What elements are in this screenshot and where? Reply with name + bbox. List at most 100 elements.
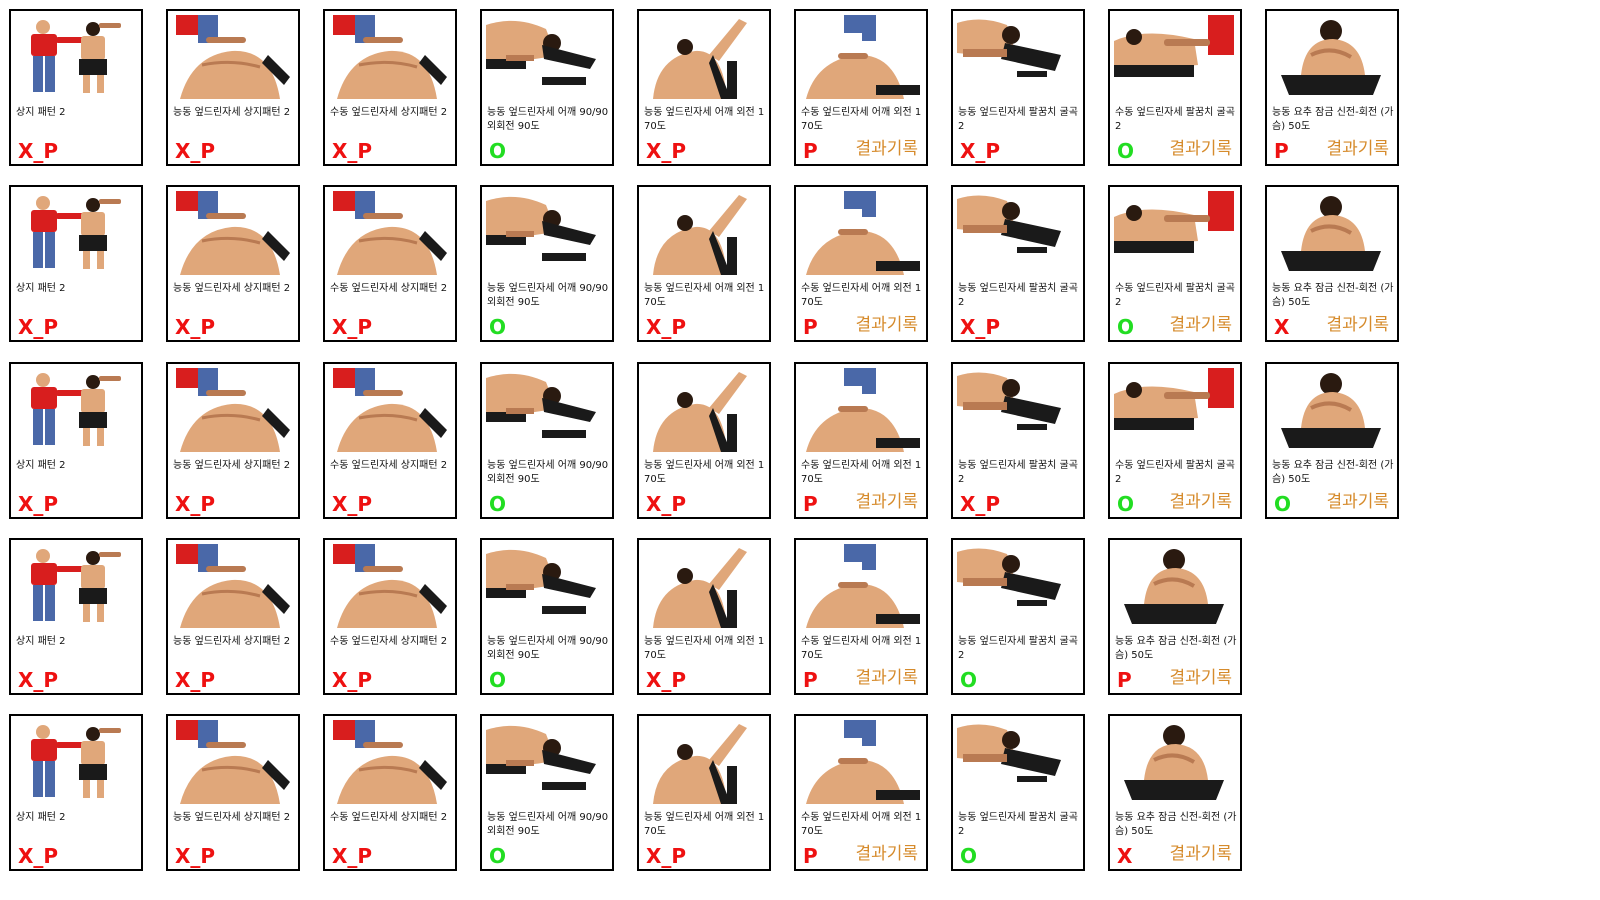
result-mark: P bbox=[803, 668, 818, 692]
exercise-card-r2-c6[interactable]: 수동 엎드린자세 어깨 외전 170도 P 결과기록 bbox=[794, 185, 928, 342]
exercise-photo bbox=[172, 720, 292, 804]
result-mark: X_P bbox=[332, 844, 373, 868]
exercise-card-r1-c6[interactable]: 수동 엎드린자세 어깨 외전 170도 P 결과기록 bbox=[794, 9, 928, 166]
exercise-photo bbox=[800, 15, 920, 99]
exercise-card-r5-c5[interactable]: 능동 엎드린자세 어깨 외전 170도 X_P bbox=[637, 714, 771, 871]
record-result-link[interactable]: 결과기록 bbox=[855, 844, 918, 864]
record-result-link[interactable]: 결과기록 bbox=[1326, 492, 1389, 512]
result-mark: X_P bbox=[646, 492, 687, 516]
exercise-photo bbox=[800, 368, 920, 452]
exercise-caption: 능동 엎드린자세 팔꿈치 굴곡2 bbox=[958, 107, 1078, 132]
exercise-card-r3-c8[interactable]: 수동 엎드린자세 팔꿈치 굴곡2 O 결과기록 bbox=[1108, 362, 1242, 519]
exercise-card-r3-c7[interactable]: 능동 엎드린자세 팔꿈치 굴곡2 X_P bbox=[951, 362, 1085, 519]
exercise-caption: 능동 엎드린자세 어깨 90/90 외회전 90도 bbox=[487, 283, 609, 308]
exercise-card-r1-c2[interactable]: 능동 엎드린자세 상지패턴 2 X_P bbox=[166, 9, 300, 166]
exercise-card-r4-c1[interactable]: 상지 패턴 2 X_P bbox=[9, 538, 143, 695]
exercise-card-r5-c4[interactable]: 능동 엎드린자세 어깨 90/90 외회전 90도 O bbox=[480, 714, 614, 871]
exercise-card-r2-c8[interactable]: 수동 엎드린자세 팔꿈치 굴곡2 O 결과기록 bbox=[1108, 185, 1242, 342]
exercise-card-r1-c7[interactable]: 능동 엎드린자세 팔꿈치 굴곡2 X_P bbox=[951, 9, 1085, 166]
exercise-card-r4-c2[interactable]: 능동 엎드린자세 상지패턴 2 X_P bbox=[166, 538, 300, 695]
exercise-card-r3-c9[interactable]: 능동 요추 잠금 신전-회전 (가슴) 50도 O 결과기록 bbox=[1265, 362, 1399, 519]
exercise-card-r5-c7[interactable]: 능동 엎드린자세 팔꿈치 굴곡2 O bbox=[951, 714, 1085, 871]
exercise-card-r2-c3[interactable]: 수동 엎드린자세 상지패턴 2 X_P bbox=[323, 185, 457, 342]
record-result-link[interactable]: 결과기록 bbox=[855, 668, 918, 688]
exercise-card-r3-c1[interactable]: 상지 패턴 2 X_P bbox=[9, 362, 143, 519]
record-result-link[interactable]: 결과기록 bbox=[1169, 844, 1232, 864]
exercise-caption: 상지 패턴 2 bbox=[16, 107, 66, 118]
result-mark: X_P bbox=[646, 844, 687, 868]
result-mark: X_P bbox=[332, 139, 373, 163]
exercise-photo bbox=[329, 368, 449, 452]
exercise-card-r1-c8[interactable]: 수동 엎드린자세 팔꿈치 굴곡2 O 결과기록 bbox=[1108, 9, 1242, 166]
exercise-photo bbox=[1271, 191, 1391, 275]
result-mark: P bbox=[1117, 668, 1132, 692]
exercise-card-r1-c4[interactable]: 능동 엎드린자세 어깨 90/90 외회전 90도 O bbox=[480, 9, 614, 166]
result-mark: X_P bbox=[18, 668, 59, 692]
exercise-card-r3-c5[interactable]: 능동 엎드린자세 어깨 외전 170도 X_P bbox=[637, 362, 771, 519]
exercise-card-r5-c3[interactable]: 수동 엎드린자세 상지패턴 2 X_P bbox=[323, 714, 457, 871]
exercise-photo bbox=[486, 368, 606, 452]
exercise-photo bbox=[15, 191, 135, 275]
exercise-caption: 수동 엎드린자세 상지패턴 2 bbox=[330, 812, 448, 823]
exercise-card-r3-c4[interactable]: 능동 엎드린자세 어깨 90/90 외회전 90도 O bbox=[480, 362, 614, 519]
exercise-card-r2-c2[interactable]: 능동 엎드린자세 상지패턴 2 X_P bbox=[166, 185, 300, 342]
exercise-caption: 능동 엎드린자세 상지패턴 2 bbox=[173, 460, 291, 471]
exercise-card-r1-c9[interactable]: 능동 요추 잠금 신전-회전 (가슴) 50도 P 결과기록 bbox=[1265, 9, 1399, 166]
result-mark: X_P bbox=[18, 315, 59, 339]
record-result-link[interactable]: 결과기록 bbox=[1169, 139, 1232, 159]
exercise-card-r5-c1[interactable]: 상지 패턴 2 X_P bbox=[9, 714, 143, 871]
exercise-photo bbox=[172, 368, 292, 452]
exercise-card-r2-c1[interactable]: 상지 패턴 2 X_P bbox=[9, 185, 143, 342]
record-result-link[interactable]: 결과기록 bbox=[1169, 492, 1232, 512]
exercise-photo bbox=[800, 191, 920, 275]
result-mark: X_P bbox=[332, 492, 373, 516]
exercise-card-r2-c9[interactable]: 능동 요추 잠금 신전-회전 (가슴) 50도 X 결과기록 bbox=[1265, 185, 1399, 342]
exercise-card-r4-c6[interactable]: 수동 엎드린자세 어깨 외전 170도 P 결과기록 bbox=[794, 538, 928, 695]
exercise-card-r3-c2[interactable]: 능동 엎드린자세 상지패턴 2 X_P bbox=[166, 362, 300, 519]
exercise-photo bbox=[1271, 15, 1391, 99]
exercise-caption: 상지 패턴 2 bbox=[16, 636, 66, 647]
exercise-card-r4-c7[interactable]: 능동 엎드린자세 팔꿈치 굴곡2 O bbox=[951, 538, 1085, 695]
record-result-link[interactable]: 결과기록 bbox=[1326, 315, 1389, 335]
exercise-caption: 능동 엎드린자세 어깨 90/90 외회전 90도 bbox=[487, 636, 609, 661]
exercise-card-r5-c2[interactable]: 능동 엎드린자세 상지패턴 2 X_P bbox=[166, 714, 300, 871]
exercise-photo bbox=[800, 720, 920, 804]
exercise-photo bbox=[172, 191, 292, 275]
exercise-photo bbox=[643, 368, 763, 452]
exercise-card-r2-c5[interactable]: 능동 엎드린자세 어깨 외전 170도 X_P bbox=[637, 185, 771, 342]
exercise-caption: 수동 엎드린자세 상지패턴 2 bbox=[330, 460, 448, 471]
exercise-photo bbox=[486, 191, 606, 275]
record-result-link[interactable]: 결과기록 bbox=[855, 492, 918, 512]
result-mark: X bbox=[1117, 844, 1133, 868]
result-mark: X_P bbox=[175, 315, 216, 339]
exercise-card-r2-c4[interactable]: 능동 엎드린자세 어깨 90/90 외회전 90도 O bbox=[480, 185, 614, 342]
record-result-link[interactable]: 결과기록 bbox=[1169, 668, 1232, 688]
exercise-photo bbox=[643, 191, 763, 275]
exercise-card-r4-c3[interactable]: 수동 엎드린자세 상지패턴 2 X_P bbox=[323, 538, 457, 695]
exercise-photo bbox=[1114, 368, 1234, 452]
exercise-card-r3-c3[interactable]: 수동 엎드린자세 상지패턴 2 X_P bbox=[323, 362, 457, 519]
exercise-card-r5-c8[interactable]: 능동 요추 잠금 신전-회전 (가슴) 50도 X 결과기록 bbox=[1108, 714, 1242, 871]
exercise-caption: 능동 엎드린자세 팔꿈치 굴곡2 bbox=[958, 460, 1078, 485]
exercise-card-r1-c5[interactable]: 능동 엎드린자세 어깨 외전 170도 X_P bbox=[637, 9, 771, 166]
result-mark: O bbox=[1117, 139, 1135, 163]
exercise-card-r2-c7[interactable]: 능동 엎드린자세 팔꿈치 굴곡2 X_P bbox=[951, 185, 1085, 342]
record-result-link[interactable]: 결과기록 bbox=[855, 139, 918, 159]
exercise-photo bbox=[957, 368, 1077, 452]
exercise-card-r4-c8[interactable]: 능동 요추 잠금 신전-회전 (가슴) 50도 P 결과기록 bbox=[1108, 538, 1242, 695]
exercise-photo bbox=[957, 720, 1077, 804]
exercise-card-r4-c5[interactable]: 능동 엎드린자세 어깨 외전 170도 X_P bbox=[637, 538, 771, 695]
record-result-link[interactable]: 결과기록 bbox=[855, 315, 918, 335]
exercise-card-r3-c6[interactable]: 수동 엎드린자세 어깨 외전 170도 P 결과기록 bbox=[794, 362, 928, 519]
exercise-card-r1-c3[interactable]: 수동 엎드린자세 상지패턴 2 X_P bbox=[323, 9, 457, 166]
record-result-link[interactable]: 결과기록 bbox=[1169, 315, 1232, 335]
exercise-card-r5-c6[interactable]: 수동 엎드린자세 어깨 외전 170도 P 결과기록 bbox=[794, 714, 928, 871]
exercise-card-r1-c1[interactable]: 상지 패턴 2 X_P bbox=[9, 9, 143, 166]
exercise-caption: 수동 엎드린자세 팔꿈치 굴곡2 bbox=[1115, 107, 1235, 132]
result-mark: X_P bbox=[175, 668, 216, 692]
result-mark: O bbox=[489, 139, 507, 163]
record-result-link[interactable]: 결과기록 bbox=[1326, 139, 1389, 159]
result-mark: O bbox=[489, 844, 507, 868]
exercise-caption: 능동 엎드린자세 팔꿈치 굴곡2 bbox=[958, 636, 1078, 661]
exercise-card-r4-c4[interactable]: 능동 엎드린자세 어깨 90/90 외회전 90도 O bbox=[480, 538, 614, 695]
